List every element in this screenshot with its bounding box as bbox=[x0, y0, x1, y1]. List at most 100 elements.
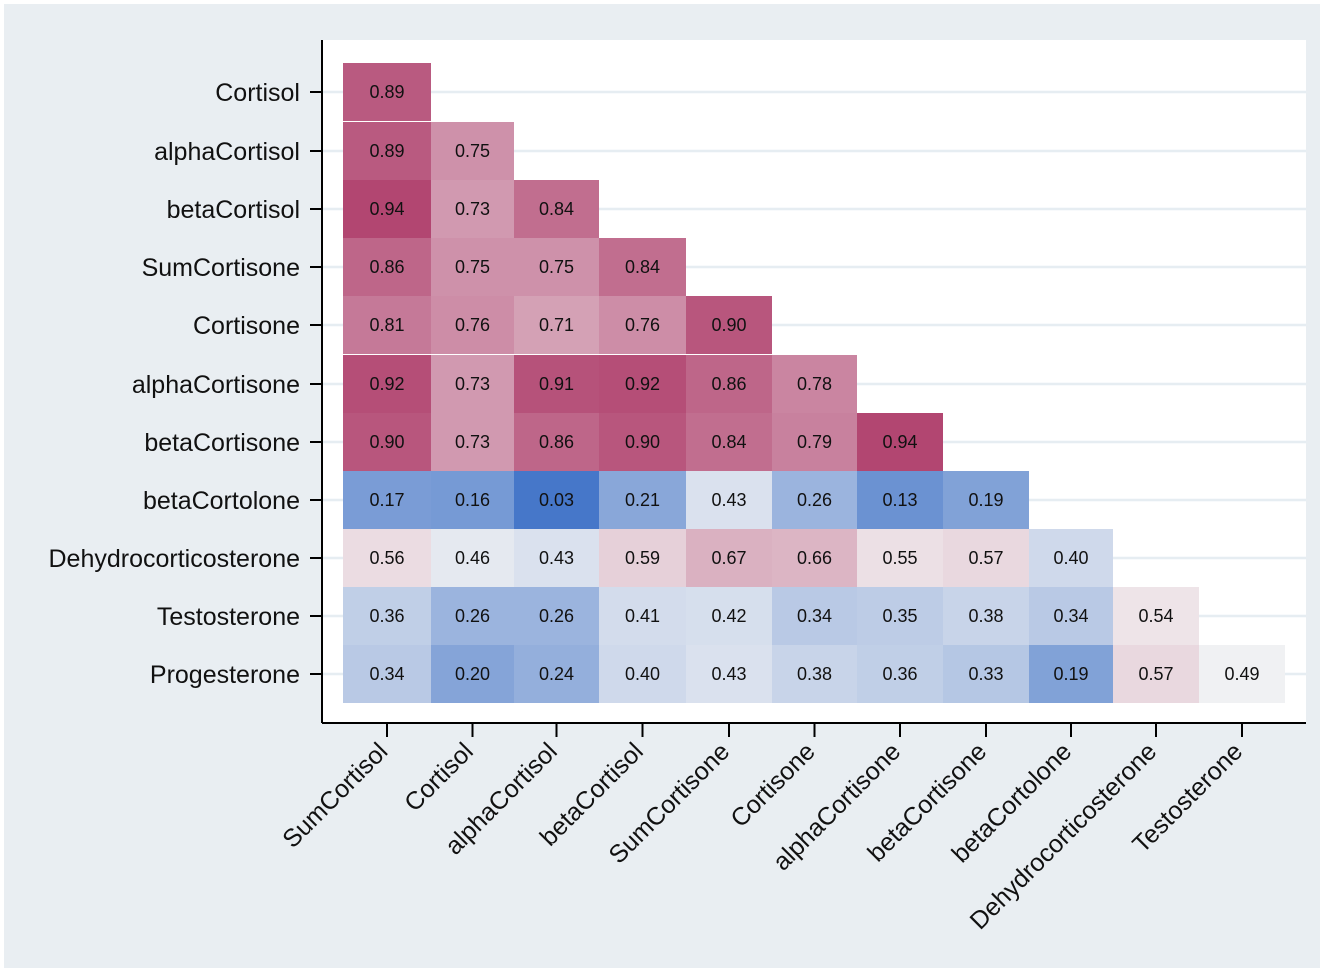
heatmap-cell bbox=[772, 413, 857, 471]
cell-value-label: 0.36 bbox=[882, 664, 917, 684]
cell-value-label: 0.84 bbox=[711, 432, 746, 452]
cell-value-label: 0.90 bbox=[625, 432, 660, 452]
heatmap-cell bbox=[686, 587, 772, 645]
cell-value-label: 0.86 bbox=[539, 432, 574, 452]
heatmap-cell bbox=[1113, 645, 1199, 703]
heatmap-cell bbox=[1113, 587, 1199, 645]
y-tick-label: betaCortisol bbox=[167, 196, 300, 224]
cell-value-label: 0.49 bbox=[1224, 664, 1259, 684]
cell-value-label: 0.34 bbox=[369, 664, 404, 684]
cell-value-label: 0.26 bbox=[539, 606, 574, 626]
heatmap-cell bbox=[343, 529, 431, 587]
cell-value-label: 0.57 bbox=[1138, 664, 1173, 684]
heatmap-cell bbox=[686, 529, 772, 587]
heatmap-cell bbox=[599, 296, 686, 354]
cell-value-label: 0.03 bbox=[539, 490, 574, 510]
cell-value-label: 0.67 bbox=[711, 548, 746, 568]
cell-value-label: 0.43 bbox=[711, 664, 746, 684]
y-tick-label: alphaCortisone bbox=[132, 371, 300, 399]
y-tick-label: Testosterone bbox=[157, 603, 300, 631]
heatmap-cell bbox=[514, 413, 599, 471]
heatmap-cell bbox=[514, 471, 599, 529]
cell-value-label: 0.33 bbox=[968, 664, 1003, 684]
heatmap-cell bbox=[514, 180, 599, 238]
cell-value-label: 0.42 bbox=[711, 606, 746, 626]
heatmap-cell bbox=[514, 529, 599, 587]
heatmap-cell bbox=[772, 645, 857, 703]
heatmap-cell bbox=[343, 471, 431, 529]
cell-value-label: 0.19 bbox=[1053, 664, 1088, 684]
heatmap-cell bbox=[431, 355, 514, 413]
cell-value-label: 0.90 bbox=[711, 315, 746, 335]
heatmap-cell bbox=[514, 587, 599, 645]
cell-value-label: 0.36 bbox=[369, 606, 404, 626]
heatmap-cell bbox=[343, 645, 431, 703]
cell-value-label: 0.92 bbox=[625, 374, 660, 394]
heatmap-cell bbox=[772, 355, 857, 413]
y-tick-label: betaCortisone bbox=[144, 429, 300, 457]
heatmap-cell bbox=[686, 413, 772, 471]
cell-value-label: 0.40 bbox=[625, 664, 660, 684]
cell-value-label: 0.24 bbox=[539, 664, 574, 684]
heatmap-cell bbox=[431, 238, 514, 296]
cell-value-label: 0.73 bbox=[455, 199, 490, 219]
cell-value-label: 0.43 bbox=[539, 548, 574, 568]
heatmap-cell bbox=[857, 529, 943, 587]
cell-value-label: 0.13 bbox=[882, 490, 917, 510]
cell-value-label: 0.89 bbox=[369, 141, 404, 161]
heatmap-cell bbox=[431, 413, 514, 471]
heatmap-cell bbox=[857, 587, 943, 645]
cell-value-label: 0.76 bbox=[455, 315, 490, 335]
heatmap-cell bbox=[599, 529, 686, 587]
cell-value-label: 0.43 bbox=[711, 490, 746, 510]
cell-value-label: 0.59 bbox=[625, 548, 660, 568]
heatmap-cell bbox=[943, 587, 1029, 645]
heatmap-cell bbox=[599, 587, 686, 645]
heatmap-cell bbox=[857, 471, 943, 529]
heatmap-cell bbox=[686, 355, 772, 413]
heatmap-cell bbox=[343, 355, 431, 413]
cell-value-label: 0.38 bbox=[797, 664, 832, 684]
heatmap-cell bbox=[943, 645, 1029, 703]
heatmap-cell bbox=[431, 122, 514, 180]
heatmap-cell bbox=[599, 355, 686, 413]
cell-value-label: 0.79 bbox=[797, 432, 832, 452]
cell-value-label: 0.78 bbox=[797, 374, 832, 394]
heatmap-cell bbox=[772, 587, 857, 645]
heatmap-cell bbox=[1029, 645, 1113, 703]
cell-value-label: 0.75 bbox=[455, 141, 490, 161]
cell-value-label: 0.56 bbox=[369, 548, 404, 568]
heatmap-cell bbox=[431, 587, 514, 645]
y-tick-label: Progesterone bbox=[150, 661, 300, 689]
heatmap-cell bbox=[343, 180, 431, 238]
heatmap-cell bbox=[599, 413, 686, 471]
cell-value-label: 0.90 bbox=[369, 432, 404, 452]
heatmap-cell bbox=[1029, 529, 1113, 587]
cell-value-label: 0.26 bbox=[797, 490, 832, 510]
x-tick-label: SumCortisol bbox=[277, 737, 393, 853]
y-tick-label: Dehydrocorticosterone bbox=[48, 545, 300, 573]
x-tick-label: Cortisol bbox=[399, 737, 479, 817]
cell-value-label: 0.40 bbox=[1053, 548, 1088, 568]
cell-value-label: 0.89 bbox=[369, 82, 404, 102]
heatmap-cell bbox=[599, 471, 686, 529]
cell-value-label: 0.57 bbox=[968, 548, 1003, 568]
cell-value-label: 0.46 bbox=[455, 548, 490, 568]
cell-value-label: 0.34 bbox=[797, 606, 832, 626]
y-tick-label: Cortisol bbox=[215, 79, 300, 107]
cell-value-label: 0.66 bbox=[797, 548, 832, 568]
cell-value-label: 0.19 bbox=[968, 490, 1003, 510]
cell-value-label: 0.75 bbox=[455, 257, 490, 277]
y-tick-label: alphaCortisol bbox=[154, 138, 300, 166]
heatmap-cell bbox=[772, 529, 857, 587]
heatmap-cell bbox=[686, 296, 772, 354]
y-tick-label: SumCortisone bbox=[142, 254, 300, 282]
cell-value-label: 0.75 bbox=[539, 257, 574, 277]
heatmap-cell bbox=[514, 296, 599, 354]
cell-value-label: 0.81 bbox=[369, 315, 404, 335]
cell-value-label: 0.41 bbox=[625, 606, 660, 626]
heatmap-cell bbox=[1199, 645, 1285, 703]
heatmap-cell bbox=[599, 238, 686, 296]
cell-value-label: 0.91 bbox=[539, 374, 574, 394]
